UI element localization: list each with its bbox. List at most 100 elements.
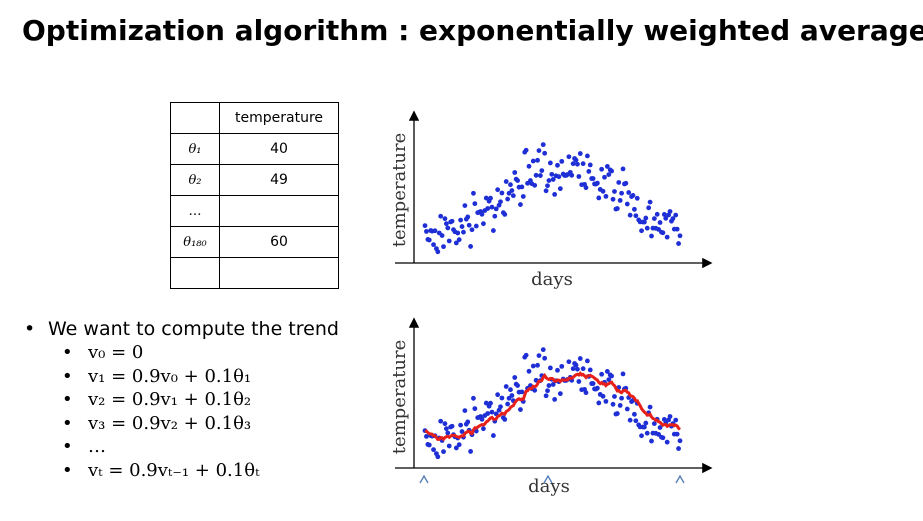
dot	[547, 160, 553, 166]
dot	[535, 157, 540, 163]
dot	[442, 421, 448, 427]
dot	[547, 365, 553, 371]
dot	[481, 426, 486, 432]
dot	[550, 177, 556, 182]
dot	[602, 174, 607, 180]
dot	[663, 215, 669, 221]
dot	[576, 379, 582, 384]
dot	[609, 168, 615, 174]
dot	[644, 225, 650, 231]
dot	[660, 435, 666, 441]
table-header-cell	[170, 102, 220, 134]
dot	[617, 403, 623, 408]
dot	[676, 241, 681, 246]
dot	[620, 166, 626, 172]
dot	[542, 150, 548, 156]
dot	[488, 400, 493, 406]
dot	[550, 382, 556, 387]
dot	[424, 433, 429, 439]
dot	[498, 404, 503, 410]
dot	[495, 187, 501, 193]
dot	[630, 193, 636, 198]
dot	[664, 234, 670, 240]
dot	[431, 447, 436, 453]
dot	[610, 196, 616, 202]
dot	[465, 419, 471, 425]
dot	[435, 454, 441, 460]
dot	[526, 368, 532, 374]
dot	[612, 189, 617, 194]
dot	[456, 442, 462, 448]
dot	[519, 389, 525, 395]
dot	[523, 147, 529, 153]
dot	[594, 385, 600, 391]
dot	[667, 414, 673, 419]
dot	[576, 174, 582, 179]
dot	[546, 178, 552, 183]
dot	[456, 237, 462, 243]
dot	[603, 398, 609, 404]
dot	[647, 199, 653, 205]
dot	[661, 417, 667, 422]
dot	[651, 421, 657, 426]
dot	[519, 184, 525, 190]
dot	[458, 422, 464, 428]
dot	[502, 211, 508, 217]
dot	[676, 446, 681, 451]
dot	[471, 395, 476, 401]
dot	[426, 237, 432, 243]
dot	[604, 164, 610, 169]
dot	[520, 194, 526, 199]
dot	[657, 220, 663, 225]
dot	[515, 178, 520, 183]
dot	[532, 387, 538, 393]
dot	[603, 193, 609, 199]
dot	[557, 391, 563, 397]
dot	[485, 411, 491, 416]
dot	[673, 417, 679, 423]
dot	[489, 204, 495, 210]
dot	[559, 363, 565, 369]
dot	[641, 424, 647, 430]
dot	[443, 221, 449, 227]
dot	[624, 201, 630, 207]
dot	[583, 390, 589, 396]
sub-bullet-text: v₁ = 0.9v₀ + 0.1θ₁	[88, 365, 252, 387]
dot	[566, 154, 572, 160]
dot	[424, 228, 429, 234]
dot	[623, 180, 629, 186]
dot	[512, 170, 518, 175]
dot	[505, 196, 511, 202]
dot	[526, 163, 532, 169]
dot	[422, 223, 428, 229]
dot	[546, 383, 552, 388]
dot	[585, 153, 590, 159]
dot	[502, 416, 508, 422]
dot	[580, 161, 586, 167]
dot	[431, 242, 436, 248]
dot	[542, 355, 548, 361]
dot	[596, 400, 602, 406]
dot	[599, 371, 605, 377]
dot	[641, 219, 647, 225]
sub-bullet-text: vₜ = 0.9vₜ₋₁ + 0.1θₜ	[88, 459, 260, 481]
table-row: θ₁₈₀ 60	[170, 226, 339, 258]
dot	[445, 225, 451, 231]
trend-line	[424, 371, 681, 442]
dot	[532, 182, 538, 188]
dot	[577, 151, 583, 156]
dot	[649, 438, 654, 444]
bullet-text: We want to compute the trend	[48, 318, 339, 340]
dot	[633, 213, 639, 219]
dot	[646, 205, 652, 211]
dot	[609, 373, 615, 379]
dot	[556, 174, 562, 180]
dot	[458, 217, 464, 223]
dot	[545, 388, 550, 394]
table: temperature θ₁ 40 θ₂ 49… θ₁₈₀ 60	[170, 102, 339, 289]
dot	[633, 418, 639, 424]
dot	[624, 406, 630, 412]
x-label: days	[531, 269, 573, 290]
dot	[590, 381, 596, 386]
